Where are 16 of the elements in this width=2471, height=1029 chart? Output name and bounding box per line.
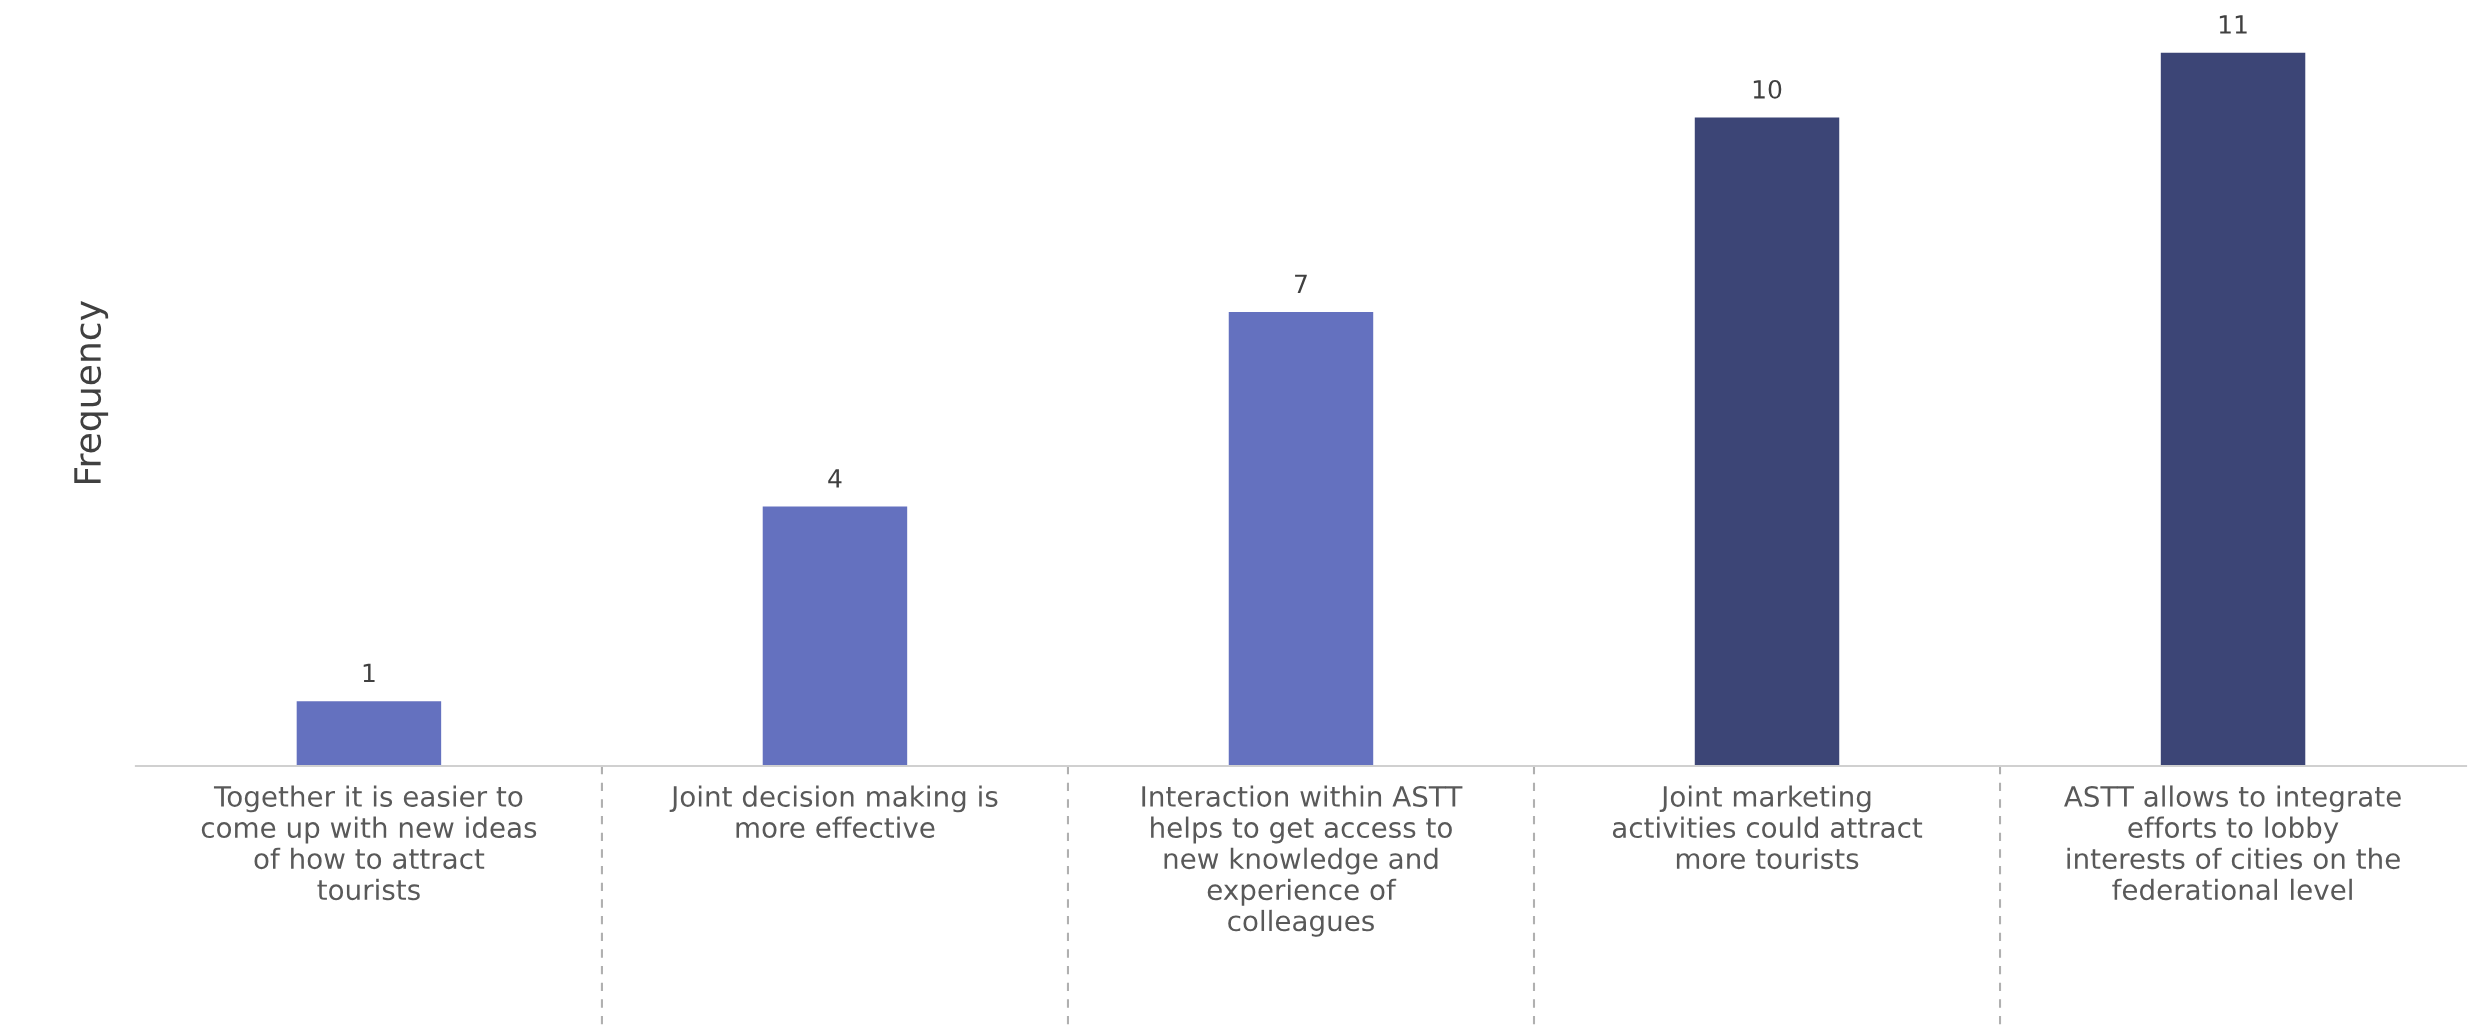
bar <box>1228 312 1374 766</box>
y-axis-title: Frequency <box>74 301 109 484</box>
data-label: 7 <box>1295 274 1307 293</box>
data-label: 10 <box>1753 79 1782 99</box>
x-tick-label: Joint marketing activities could attract more tourists <box>1612 785 1923 870</box>
data-label: 1 <box>363 663 375 683</box>
bar <box>1694 117 1840 766</box>
data-label: 4 <box>828 469 842 488</box>
bar <box>2160 52 2306 766</box>
bar <box>296 701 442 766</box>
x-tick-label: Joint decision making is more effective <box>669 785 998 839</box>
x-tick-label: Together it is easier to come up with new ideas of how to attract tourists <box>201 785 537 901</box>
x-tick-label: ASTT allows to integrate efforts to lobby interests of cities on the federational level <box>2064 785 2401 901</box>
data-label: 11 <box>2219 15 2247 34</box>
bar <box>762 506 908 766</box>
x-tick-label: Interaction within ASTT helps to get access to new knowledge and experience of colleagues <box>1142 785 1463 937</box>
